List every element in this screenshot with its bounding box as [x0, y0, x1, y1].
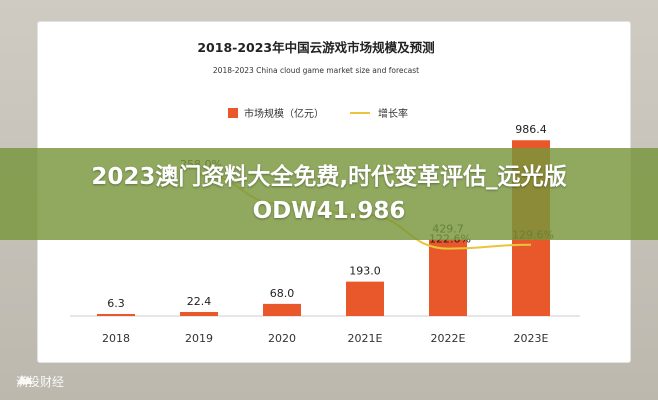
- bar-value-label: 193.0: [349, 265, 381, 278]
- x-tick-label: 2021E: [348, 332, 383, 345]
- chart-subtitle: 2018-2023 China cloud game market size a…: [213, 66, 419, 75]
- bar-value-label: 22.4: [187, 295, 212, 308]
- legend-line-label: 增长率: [378, 107, 408, 120]
- x-tick-label: 2018: [102, 332, 130, 345]
- bar-value-label: 68.0: [270, 287, 295, 300]
- bar: [263, 303, 301, 316]
- watermark-logo-icon: [17, 375, 33, 384]
- x-tick-label: 2020: [268, 332, 296, 345]
- legend-bar-swatch: [228, 108, 238, 118]
- bar: [97, 314, 135, 316]
- x-tick-label: 2022E: [431, 332, 466, 345]
- bar-value-label: 6.3: [107, 297, 125, 310]
- x-tick-label: 2019: [185, 332, 213, 345]
- bar: [180, 312, 218, 316]
- chart-title: 2018-2023年中国云游戏市场规模及预测: [197, 40, 434, 55]
- title-banner: [0, 148, 658, 240]
- legend-bar-label: 市场规模（亿元）: [244, 107, 324, 120]
- legend: 市场规模（亿元） 增长率: [228, 107, 408, 120]
- x-tick-label: 2023E: [514, 332, 549, 345]
- bar: [429, 239, 467, 316]
- banner-title: 2023澳门资料大全免费,时代变革评估_远光版ODW41.986: [91, 164, 567, 224]
- bar-value-label: 986.4: [515, 123, 547, 136]
- watermark: 满投财经: [16, 372, 64, 390]
- bar: [346, 281, 384, 316]
